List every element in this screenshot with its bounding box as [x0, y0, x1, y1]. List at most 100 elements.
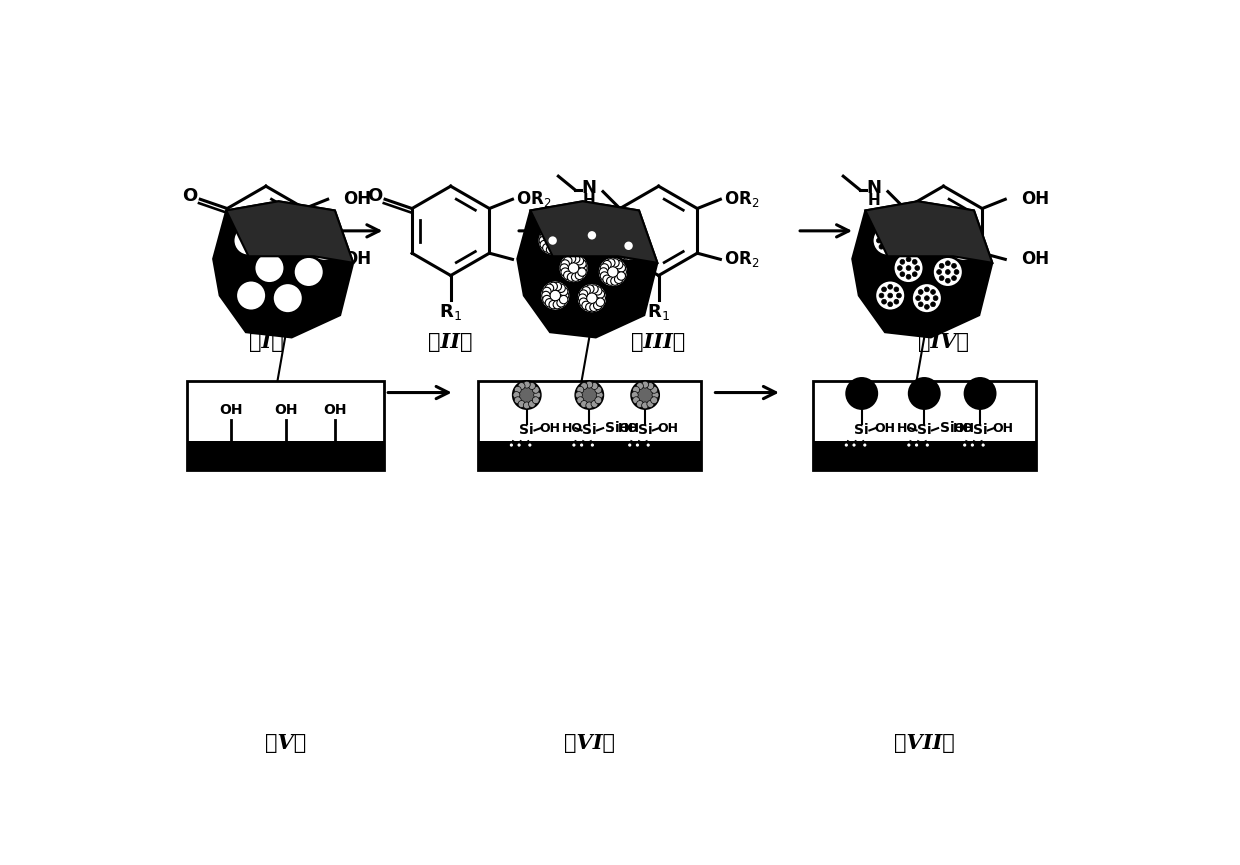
Text: OR$_2$: OR$_2$ — [724, 189, 760, 209]
Polygon shape — [531, 202, 657, 263]
Circle shape — [877, 238, 882, 243]
Circle shape — [513, 392, 520, 399]
Circle shape — [981, 443, 986, 447]
Text: Si: Si — [582, 424, 596, 438]
Text: OH: OH — [274, 403, 298, 418]
Text: O: O — [367, 187, 382, 205]
Circle shape — [911, 221, 942, 250]
Circle shape — [955, 237, 960, 242]
Circle shape — [549, 300, 558, 309]
Circle shape — [898, 266, 903, 271]
Text: （I）: （I） — [248, 332, 283, 353]
FancyBboxPatch shape — [477, 381, 701, 470]
Circle shape — [578, 268, 587, 276]
Text: OH: OH — [539, 421, 560, 434]
Circle shape — [582, 301, 590, 310]
Circle shape — [909, 378, 940, 409]
Circle shape — [615, 275, 622, 284]
Polygon shape — [477, 441, 701, 470]
Circle shape — [543, 295, 551, 304]
Circle shape — [575, 271, 584, 279]
Circle shape — [579, 298, 588, 306]
Circle shape — [631, 392, 639, 399]
Circle shape — [513, 381, 541, 409]
Circle shape — [915, 266, 920, 271]
Circle shape — [575, 381, 603, 409]
Text: Si: Si — [605, 421, 620, 435]
Circle shape — [875, 280, 905, 311]
Circle shape — [945, 279, 950, 283]
Text: OH: OH — [1021, 250, 1049, 268]
Text: R$_1$: R$_1$ — [647, 303, 670, 323]
Circle shape — [636, 400, 644, 407]
Circle shape — [309, 231, 340, 261]
Circle shape — [630, 249, 639, 257]
Text: OH: OH — [874, 421, 895, 434]
Circle shape — [919, 302, 923, 307]
Circle shape — [888, 293, 893, 298]
Circle shape — [906, 274, 911, 279]
Circle shape — [618, 264, 625, 272]
Circle shape — [533, 392, 541, 399]
Circle shape — [579, 235, 588, 244]
Circle shape — [873, 226, 903, 255]
Text: OR$_2$: OR$_2$ — [724, 249, 760, 269]
Circle shape — [554, 229, 563, 238]
Circle shape — [563, 257, 572, 265]
Circle shape — [236, 280, 267, 311]
Circle shape — [532, 387, 539, 394]
Circle shape — [882, 299, 887, 304]
Circle shape — [885, 247, 890, 252]
Circle shape — [894, 287, 899, 292]
FancyBboxPatch shape — [187, 381, 383, 470]
Circle shape — [641, 402, 649, 409]
Circle shape — [551, 292, 559, 300]
Circle shape — [254, 253, 284, 283]
Circle shape — [906, 443, 911, 447]
Circle shape — [863, 443, 867, 447]
Circle shape — [558, 236, 567, 245]
Circle shape — [551, 246, 559, 253]
Circle shape — [596, 392, 603, 399]
Circle shape — [616, 246, 625, 254]
Circle shape — [630, 234, 639, 243]
Text: H: H — [583, 193, 595, 208]
Circle shape — [577, 397, 584, 404]
Circle shape — [559, 295, 568, 304]
Circle shape — [619, 234, 627, 243]
Circle shape — [885, 229, 890, 234]
Circle shape — [273, 283, 303, 313]
Polygon shape — [226, 202, 353, 263]
Circle shape — [647, 400, 653, 407]
Circle shape — [578, 260, 587, 268]
Circle shape — [631, 381, 658, 409]
Circle shape — [844, 443, 848, 447]
Circle shape — [569, 264, 578, 272]
Circle shape — [954, 270, 959, 274]
Circle shape — [931, 227, 935, 232]
Text: OH: OH — [993, 421, 1013, 434]
Circle shape — [632, 397, 640, 404]
Circle shape — [590, 303, 598, 311]
Circle shape — [915, 233, 920, 238]
Text: （V）: （V） — [264, 733, 306, 753]
Circle shape — [945, 261, 950, 266]
Circle shape — [515, 387, 521, 394]
Circle shape — [577, 387, 584, 394]
Circle shape — [577, 221, 606, 250]
Circle shape — [962, 443, 967, 447]
Polygon shape — [517, 202, 657, 337]
Circle shape — [618, 272, 625, 280]
Circle shape — [913, 272, 918, 277]
Circle shape — [635, 443, 640, 447]
Circle shape — [560, 264, 568, 272]
Circle shape — [575, 257, 584, 265]
Circle shape — [847, 378, 877, 409]
Circle shape — [939, 276, 944, 280]
Circle shape — [588, 294, 596, 303]
Circle shape — [632, 238, 641, 246]
Polygon shape — [812, 441, 1035, 470]
Text: OH: OH — [657, 421, 678, 434]
Circle shape — [554, 244, 563, 252]
Circle shape — [625, 241, 632, 250]
